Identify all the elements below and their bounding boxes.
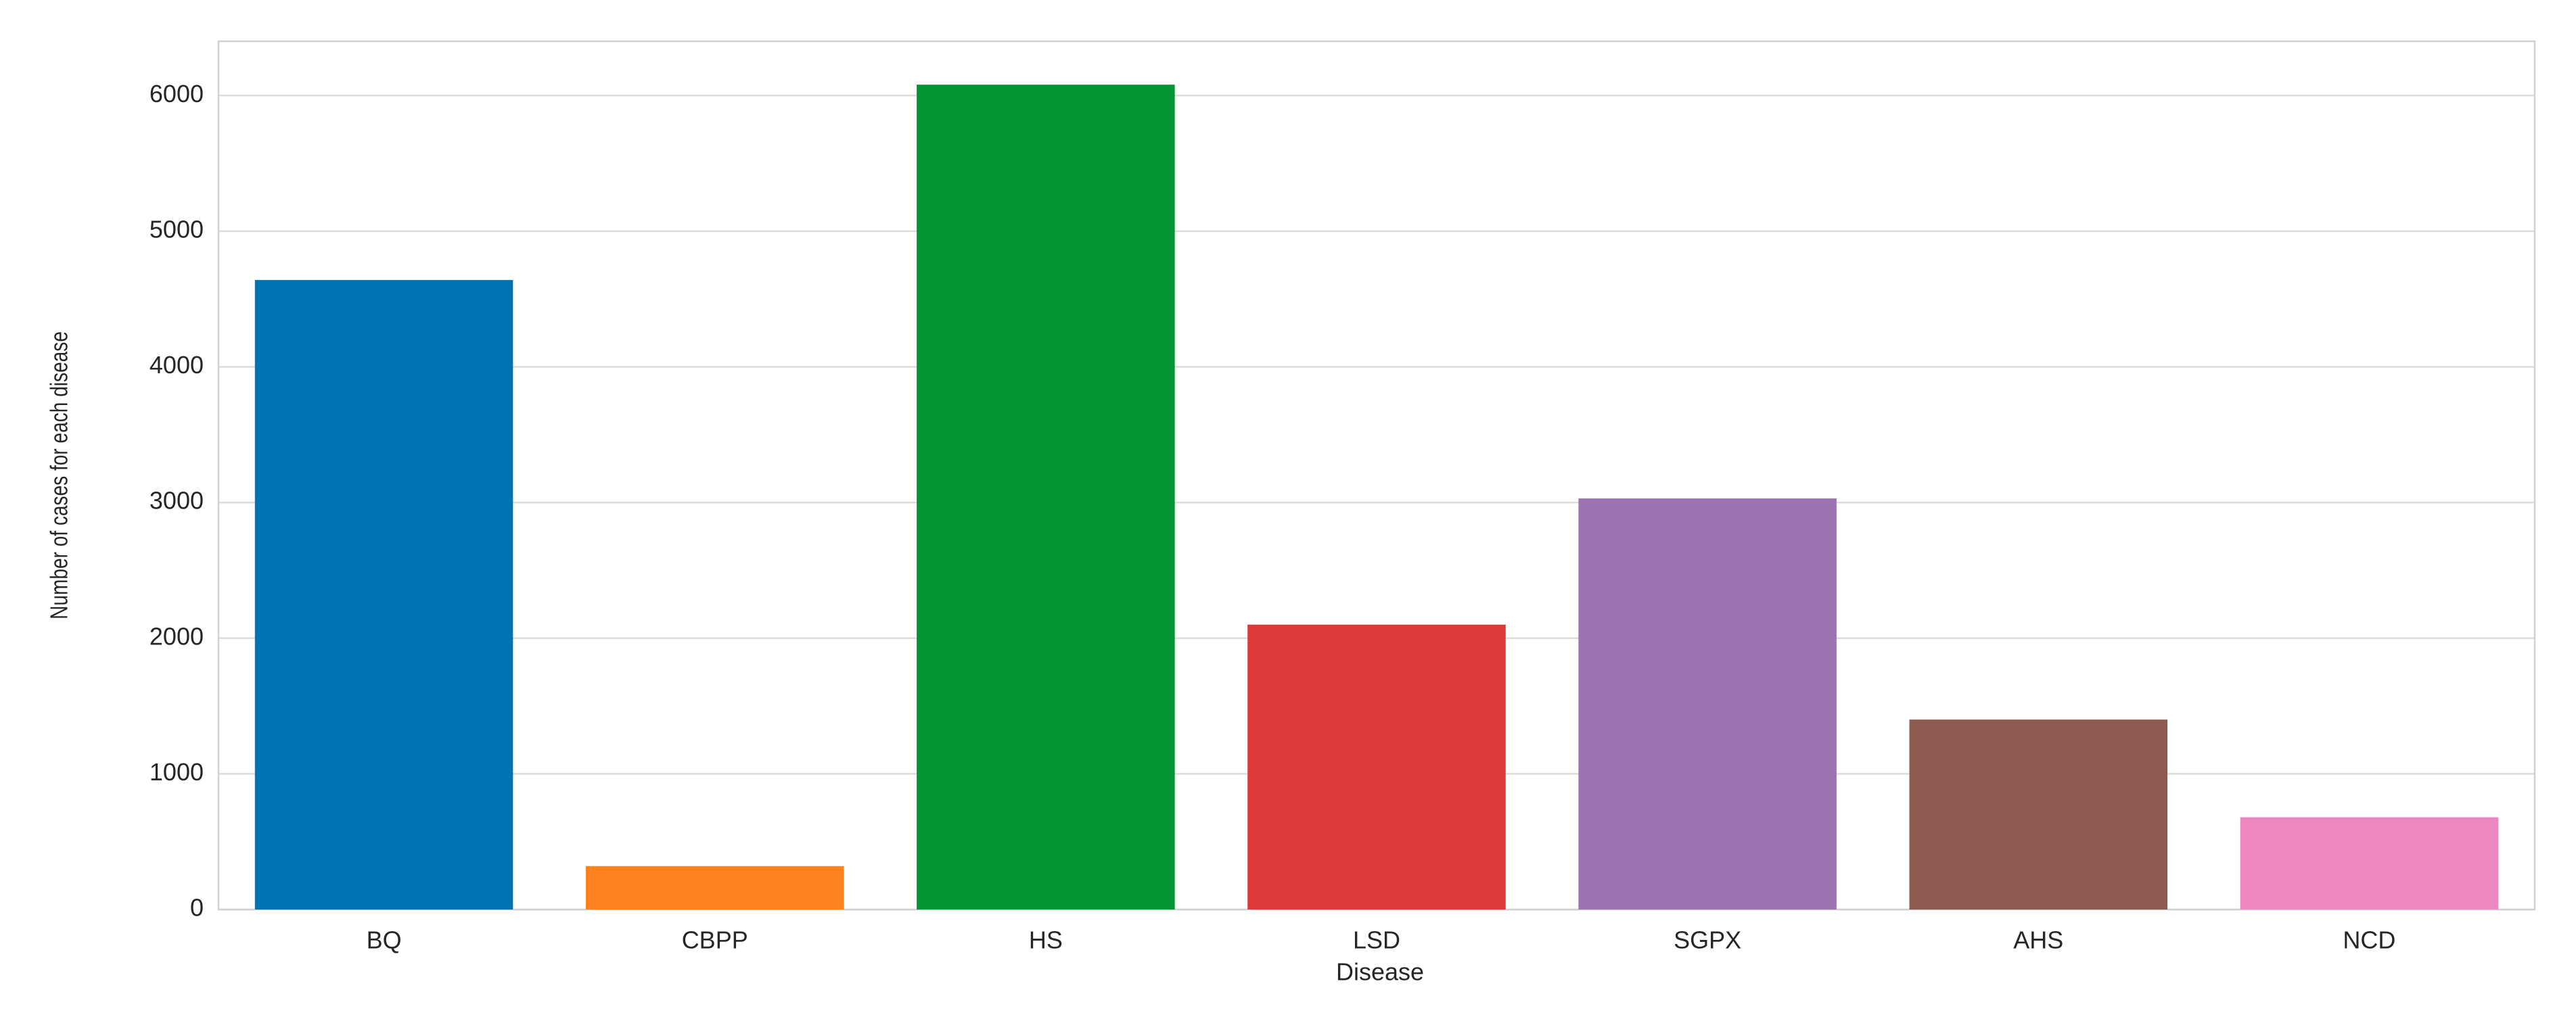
x-tick-label: BQ [367, 926, 402, 954]
x-axis-label: Disease [1336, 958, 1424, 986]
x-tick-label: SGPX [1674, 926, 1741, 954]
y-tick-label: 5000 [150, 215, 204, 243]
bar [1909, 719, 2168, 910]
x-tick-label: HS [1029, 926, 1063, 954]
bar [585, 866, 844, 910]
x-tick-label: NCD [2343, 926, 2395, 954]
y-tick-label: 3000 [150, 487, 204, 515]
y-tick-label: 0 [190, 894, 204, 922]
x-tick-label: LSD [1353, 926, 1400, 954]
bar [1247, 624, 1506, 910]
y-tick-label: 6000 [150, 80, 204, 108]
y-tick-label: 1000 [150, 758, 204, 786]
bar [2240, 817, 2499, 910]
x-tick-label: CBPP [682, 926, 748, 954]
y-tick-label: 2000 [150, 622, 204, 650]
y-axis-label: Number of cases for each disease [45, 331, 72, 619]
bar [254, 280, 513, 910]
x-tick-label: AHS [2013, 926, 2063, 954]
bar [1578, 498, 1837, 910]
bar [917, 85, 1175, 910]
y-tick-label: 4000 [150, 351, 204, 379]
